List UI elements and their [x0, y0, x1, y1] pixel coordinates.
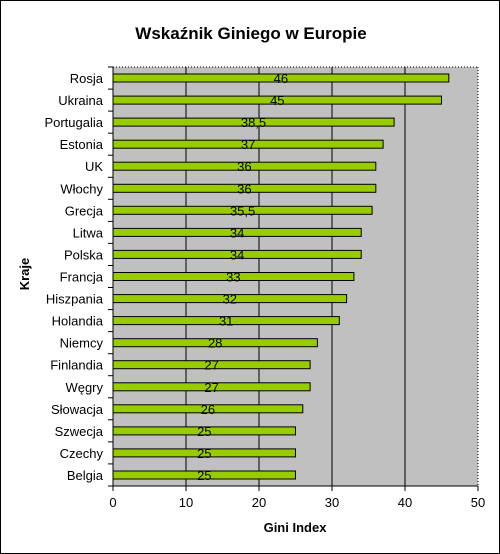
axes [108, 66, 479, 491]
category-label-6: Włochy [60, 181, 103, 196]
category-label-17: Szwecja [55, 424, 104, 439]
data-label-17: 25 [197, 424, 211, 439]
data-label-16: 26 [201, 402, 215, 417]
category-label-16: Słowacja [51, 402, 104, 417]
category-label-10: Francja [60, 270, 104, 285]
data-label-6: 36 [237, 181, 251, 196]
category-label-8: Litwa [73, 225, 104, 240]
data-label-9: 34 [230, 247, 244, 262]
category-label-5: UK [85, 159, 103, 174]
x-tick-label-0: 0 [109, 495, 116, 510]
category-label-19: Belgia [67, 468, 104, 483]
chart-title: Wskaźnik Giniego w Europie [135, 24, 366, 43]
x-tick-label-30: 30 [325, 495, 339, 510]
x-axis-title: Gini Index [264, 520, 328, 535]
data-label-15: 27 [204, 380, 218, 395]
category-label-3: Portugalia [44, 115, 103, 130]
data-label-7: 35,5 [230, 203, 255, 218]
x-tick-labels: 0 10 20 30 40 50 [109, 495, 485, 510]
data-label-5: 36 [237, 159, 251, 174]
data-label-1: 46 [274, 71, 288, 86]
category-label-15: Węgry [65, 380, 103, 395]
data-label-2: 45 [270, 93, 284, 108]
x-tick-label-40: 40 [398, 495, 412, 510]
data-labels: 46 45 38,5 37 36 36 35,5 34 34 33 32 31 28 27 27 26 25 25… [197, 71, 288, 483]
category-label-11: Hiszpania [46, 292, 104, 307]
category-label-18: Czechy [60, 446, 104, 461]
data-label-8: 34 [230, 225, 244, 240]
category-labels: Rosja Ukraina Portugalia Estonia UK Włochy Gre… [44, 71, 103, 483]
data-label-11: 32 [223, 292, 237, 307]
category-label-12: Holandia [52, 314, 104, 329]
data-label-12: 31 [219, 314, 233, 329]
category-label-2: Ukraina [58, 93, 104, 108]
data-label-18: 25 [197, 446, 211, 461]
x-tick-label-50: 50 [471, 495, 485, 510]
data-label-14: 27 [204, 358, 218, 373]
category-label-14: Finlandia [50, 358, 104, 373]
data-label-4: 37 [241, 137, 255, 152]
data-label-10: 33 [226, 270, 240, 285]
category-label-9: Polska [64, 247, 104, 262]
x-tick-label-10: 10 [179, 495, 193, 510]
x-tick-label-20: 20 [252, 495, 266, 510]
data-label-13: 28 [208, 336, 222, 351]
category-label-1: Rosja [70, 71, 104, 86]
y-axis-title: Kraje [17, 258, 32, 291]
data-label-19: 25 [197, 468, 211, 483]
category-label-13: Niemcy [60, 336, 104, 351]
category-label-7: Grecja [65, 203, 104, 218]
data-label-3: 38,5 [241, 115, 266, 130]
category-label-4: Estonia [60, 137, 104, 152]
